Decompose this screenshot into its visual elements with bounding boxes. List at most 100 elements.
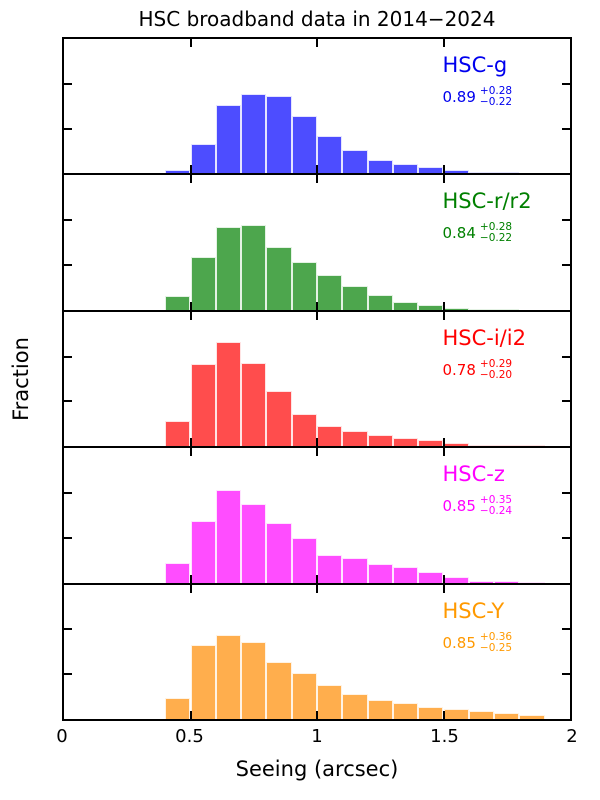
histogram-bar: [215, 342, 242, 447]
y-tick-mark: [64, 400, 72, 403]
y-tick-mark: [64, 628, 72, 631]
histogram-bar: [468, 444, 495, 447]
histogram-bar: [494, 713, 520, 720]
histogram-bar: [519, 445, 545, 447]
histogram-bar: [443, 443, 469, 447]
histogram-bar: [342, 557, 368, 583]
histogram-panel-hsc-g: HSC-g 0.89 +0.28 −0.22: [64, 39, 570, 176]
x-tick-mark: [189, 39, 192, 47]
histogram-bar: [418, 572, 444, 583]
histogram-bar: [418, 706, 444, 720]
bars-area: [64, 175, 570, 310]
error-range: +0.28 −0.22: [480, 86, 512, 108]
histogram-bar: [215, 105, 242, 174]
x-tick-mark: [189, 574, 192, 583]
y-tick-mark: [562, 628, 570, 631]
histogram-bar: [392, 566, 419, 583]
error-plus: +0.28: [479, 85, 513, 97]
x-tick-mark: [442, 711, 445, 720]
histogram-bar: [291, 538, 317, 583]
histogram-bar: [215, 227, 242, 310]
bars-area: [64, 585, 570, 720]
histogram-bar: [342, 286, 368, 310]
y-tick-mark: [562, 355, 570, 358]
x-tick-mark: [442, 165, 445, 174]
y-tick-mark: [562, 673, 570, 676]
histogram-bar: [392, 703, 419, 720]
median-seeing-value: 0.78 +0.29 −0.20: [442, 357, 525, 381]
y-tick-mark: [562, 127, 570, 130]
panel-annotation: HSC-g 0.89 +0.28 −0.22: [442, 53, 512, 108]
histogram-bar: [418, 167, 444, 174]
x-tick-mark: [316, 574, 318, 583]
error-plus: +0.28: [479, 221, 513, 234]
x-axis-tick-labels: 0 0.5 1 1.5 2: [56, 726, 577, 749]
error-minus: −0.24: [479, 505, 513, 518]
y-tick-mark: [64, 355, 72, 358]
y-tick-mark: [562, 82, 570, 85]
error-range: +0.36 −0.25: [480, 631, 512, 654]
error-plus: +0.35: [479, 494, 513, 507]
histogram-bar: [342, 431, 368, 447]
histogram-bar: [443, 169, 469, 174]
x-tick-mark: [442, 175, 445, 184]
band-label: HSC-i/i2: [442, 325, 526, 350]
x-axis-label: Seeing (arcsec): [235, 757, 399, 781]
histogram-bar: [241, 224, 267, 310]
histogram-bar: [317, 274, 343, 310]
error-plus: +0.29: [479, 357, 513, 370]
median-seeing-value: 0.85 +0.35 −0.24: [442, 495, 512, 517]
histogram-bar: [367, 294, 393, 310]
x-tick-mark: [189, 311, 192, 320]
median-seeing-value: 0.84 +0.28 −0.22: [442, 222, 531, 244]
histogram-bar: [165, 169, 191, 174]
panel-annotation: HSC-r/r2 0.84 +0.28 −0.22: [442, 189, 531, 244]
histogram-bar: [494, 581, 520, 583]
histogram-bar: [317, 555, 343, 583]
error-minus: −0.22: [479, 232, 513, 245]
histogram-bar: [418, 305, 444, 310]
histogram-bar: [190, 521, 216, 583]
histogram-bar: [241, 362, 267, 447]
histogram-bar: [190, 256, 216, 310]
histogram-bar: [494, 308, 520, 310]
histogram-bar: [418, 439, 444, 447]
x-tick-mark: [442, 448, 445, 457]
x-tick-mark: [442, 39, 445, 47]
x-tick-mark: [189, 448, 192, 457]
figure-title: HSC broadband data in 2014−2024: [138, 7, 496, 31]
histogram-bar: [165, 697, 191, 720]
histogram-bar: [165, 295, 191, 310]
bars-area: [64, 39, 570, 174]
plot-area: HSC-g 0.89 +0.28 −0.22 HSC-r/r2 0.84 +0.…: [62, 37, 572, 721]
histogram-bar: [266, 96, 292, 174]
y-tick-mark: [64, 673, 72, 676]
x-tick-mark: [189, 175, 192, 184]
histogram-bar: [367, 700, 393, 720]
x-tick-mark: [442, 438, 445, 447]
histogram-bar: [291, 413, 317, 447]
histogram-bar: [317, 684, 343, 720]
x-tick-label-1: 1: [311, 726, 323, 747]
band-label: HSC-r/r2: [442, 189, 532, 214]
panel-annotation: HSC-i/i2 0.78 +0.29 −0.20: [442, 326, 525, 381]
y-tick-mark: [562, 264, 570, 266]
histogram-bar: [468, 580, 495, 583]
histogram-bar: [241, 641, 267, 720]
x-tick-mark: [316, 301, 318, 310]
histogram-panel-hsc-i: HSC-i/i2 0.78 +0.29 −0.20: [64, 311, 570, 449]
x-tick-mark: [442, 584, 445, 593]
histogram-bar: [190, 144, 216, 174]
x-tick-mark: [316, 39, 318, 47]
x-tick-label-0: 0: [56, 726, 68, 747]
histogram-bar: [165, 420, 191, 447]
band-label: HSC-g: [442, 53, 508, 77]
x-tick-mark: [316, 438, 318, 447]
y-tick-mark: [562, 536, 570, 539]
histogram-panel-hsc-y: HSC-Y 0.85 +0.36 −0.25: [64, 584, 570, 720]
x-tick-mark: [316, 165, 318, 174]
histogram-bar: [241, 93, 267, 174]
x-tick-label-2: 2: [566, 726, 578, 747]
histogram-bar: [392, 302, 419, 310]
histogram-bar: [215, 634, 242, 720]
